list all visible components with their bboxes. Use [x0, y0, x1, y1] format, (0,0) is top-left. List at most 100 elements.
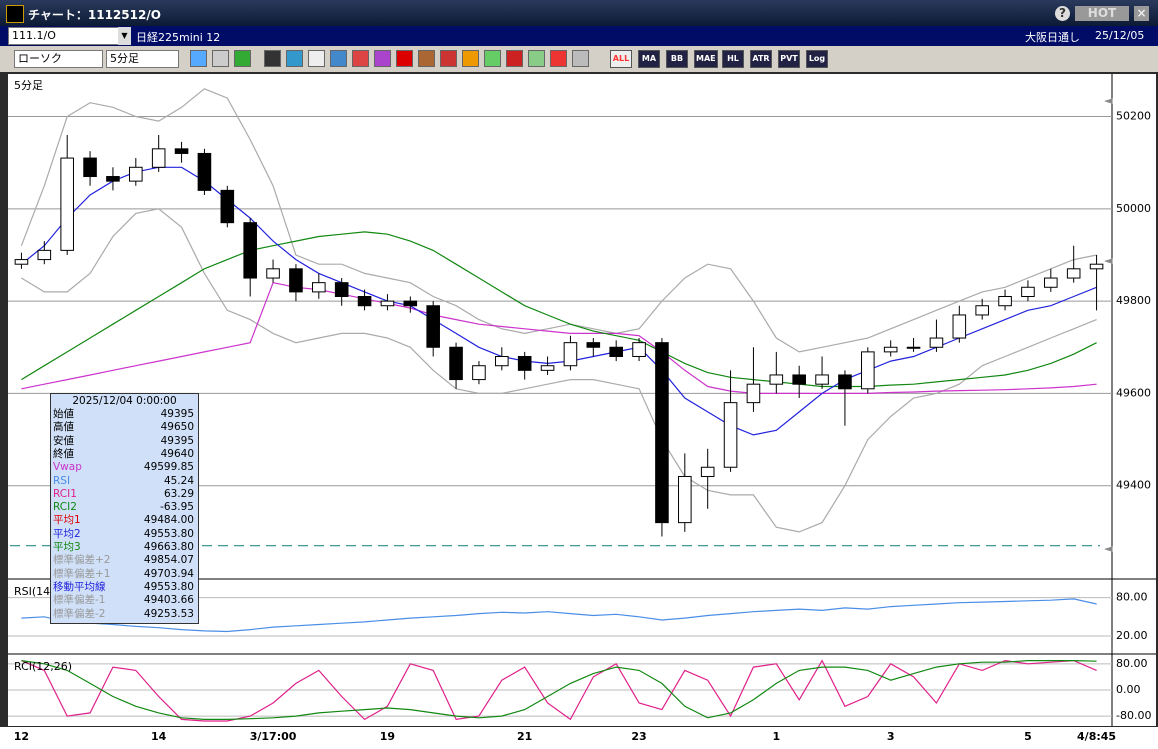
info-value: 49484.00 — [143, 514, 194, 527]
candle-body — [586, 342, 601, 348]
text-button[interactable]: BB — [666, 50, 688, 68]
chart-style-combo[interactable]: ローソク — [14, 50, 103, 68]
candle-body — [1066, 268, 1081, 279]
tool-icon-button[interactable] — [462, 50, 479, 67]
interval-combo[interactable]: 5分足 — [106, 50, 179, 68]
info-value: 63.29 — [163, 487, 194, 500]
info-row: 標準偏差+1 49703.94 — [53, 568, 196, 581]
hot-button[interactable]: HOT — [1075, 6, 1129, 21]
tool-icon-button[interactable] — [550, 50, 567, 67]
info-label: 始値 — [53, 408, 74, 420]
text-button[interactable]: MA — [638, 50, 660, 68]
candle-body — [449, 346, 463, 381]
tool-icon-button[interactable] — [212, 50, 229, 67]
candle-body — [151, 148, 166, 168]
marker: ◄ — [1104, 542, 1113, 555]
tool-icon-button[interactable] — [418, 50, 435, 67]
tool-icon-button[interactable] — [528, 50, 545, 67]
tool-icon-button[interactable] — [506, 50, 523, 67]
tool-icon-button[interactable] — [352, 50, 369, 67]
info-label: Vwap — [53, 461, 82, 474]
info-value: 49395 — [160, 408, 194, 420]
tool-icon-button[interactable] — [374, 50, 391, 67]
tool-icon-button[interactable] — [286, 50, 303, 67]
candle-body — [1089, 263, 1104, 270]
x-tick-label: 5 — [1024, 730, 1032, 743]
info-label: RCI2 — [53, 501, 77, 514]
candle-body — [289, 268, 303, 293]
toolbar: ローソク 5分足 ALL MA BB MAE HL ATR PVT Log — [0, 46, 1158, 72]
x-tick-label: 12 — [14, 730, 29, 743]
close-button[interactable]: × — [1134, 6, 1149, 21]
candle-body — [357, 296, 372, 307]
candle-body — [655, 342, 669, 524]
info-row: 始値 49395 — [53, 408, 196, 421]
tool-icon-button[interactable] — [190, 50, 207, 67]
y-tick-label: 80.00 — [1116, 591, 1148, 604]
pane-title: RCI(12,26) — [14, 660, 72, 673]
tool-icon-button[interactable] — [572, 50, 589, 67]
title-bar: チャート：1112512/O ? HOT × — [0, 0, 1158, 26]
instrument-name: 日経225mini 12 — [136, 31, 221, 44]
date: 25/12/05 — [1095, 29, 1145, 42]
candle-body — [838, 374, 852, 390]
info-value: -63.95 — [160, 501, 194, 514]
indicator-line — [21, 598, 1097, 633]
candle-body — [220, 189, 235, 224]
candle-body — [472, 365, 486, 381]
x-tick-label: 14 — [151, 730, 167, 743]
candle-body — [998, 296, 1012, 307]
info-row: 終値 49640 — [53, 448, 196, 461]
chart-layer: 50200 50000 49800 49600 49400 12 14 3/17:00 19 21… — [8, 79, 1151, 743]
tool-icon-button[interactable] — [234, 50, 251, 67]
candle-body — [563, 342, 578, 367]
text-button[interactable]: MAE — [694, 50, 718, 68]
candle-body — [312, 282, 326, 293]
candle-body — [952, 314, 967, 339]
marker: ◄ — [1104, 254, 1113, 267]
info-value: 49403.66 — [143, 594, 194, 607]
x-tick-label: 21 — [517, 730, 532, 743]
candle-body — [700, 466, 715, 477]
info-row: 高値 49650 — [53, 421, 196, 434]
candle-body — [609, 346, 623, 357]
candle-body — [929, 337, 944, 348]
candle-body — [632, 342, 646, 357]
tool-icon-button[interactable] — [308, 50, 325, 67]
text-button[interactable]: ATR — [750, 50, 772, 68]
tool-icon-button[interactable] — [264, 50, 281, 67]
candle-body — [334, 282, 349, 298]
candle-body — [83, 157, 97, 178]
indicator-line — [21, 660, 1097, 720]
candle-body — [861, 351, 875, 390]
y-tick-label: 0.00 — [1116, 683, 1141, 696]
tool-icon-button[interactable] — [330, 50, 347, 67]
text-button[interactable]: PVT — [778, 50, 800, 68]
x-tick-label: 4/8:45 — [1077, 730, 1116, 743]
candle-body — [746, 383, 761, 404]
candle-body — [14, 259, 29, 265]
text-button[interactable]: ALL — [610, 50, 632, 68]
help-button[interactable]: ? — [1055, 6, 1070, 21]
tool-icon-button[interactable] — [396, 50, 413, 67]
text-button[interactable]: HL — [722, 50, 744, 68]
candle-body — [403, 300, 418, 307]
candle-body — [769, 374, 784, 385]
marker: ◄ — [1104, 94, 1113, 107]
tool-icon-button[interactable] — [440, 50, 457, 67]
candle-body — [495, 355, 509, 367]
symbol-combo[interactable]: 111.1/O — [8, 27, 121, 45]
info-timestamp: 2025/12/04 0:00:00 — [72, 395, 177, 407]
tool-icon-button[interactable] — [484, 50, 501, 67]
indicator-line — [21, 282, 1097, 394]
x-tick-label: 3 — [887, 730, 895, 743]
info-row: 平均2 49553.80 — [53, 528, 196, 541]
candle-body — [975, 305, 989, 316]
info-value: 49395 — [160, 434, 194, 447]
candle-body — [1044, 277, 1058, 288]
combo-arrow[interactable]: ▼ — [118, 27, 131, 45]
candle-body — [723, 402, 738, 468]
text-button[interactable]: Log — [806, 50, 828, 68]
info-value: 49854.07 — [143, 554, 194, 567]
